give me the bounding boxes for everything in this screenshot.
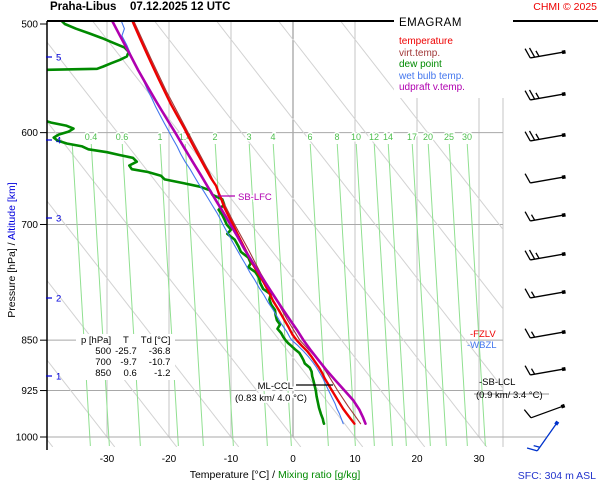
wind-barbs <box>523 47 566 452</box>
altitude-tick-label: 5 <box>56 53 61 64</box>
annotation-ml-ccl: ML-CCL <box>258 381 293 392</box>
pressure-tick-labels: 500 600 700 850 925 1000 <box>16 20 47 444</box>
legend-title: EMAGRAM <box>399 17 462 29</box>
mixing-ratio-lines <box>71 143 486 447</box>
annotation-fzlv: -FZLV <box>470 329 496 340</box>
altitude-tick-label: 4 <box>56 136 61 147</box>
sounding-curves <box>47 21 367 426</box>
table-row: 500 -25.7 -36.8 <box>95 346 171 357</box>
pressure-tick-label: 700 <box>21 220 38 231</box>
wind-barb <box>524 288 566 299</box>
y-axis-title-altitude: Altitude [km] <box>6 182 18 241</box>
mixing-ratio-label: 14 <box>383 132 393 142</box>
altitude-tick-label: 3 <box>56 214 61 225</box>
legend-items: temperature virt.temp. dew point wet bulb t… <box>399 36 509 94</box>
legend-item-temperature: temperature <box>399 36 453 47</box>
legend-item-dew-point: dew point <box>399 59 442 70</box>
surface-wind-barb <box>526 420 560 452</box>
annotations: SB-LFC ML-CCL(0.83 km/ 4.0 °C) -FZLV-WBZL -… <box>217 190 549 406</box>
wind-barb <box>524 130 566 142</box>
y-axis-title-pressure: Pressure [hPa] <box>6 248 18 318</box>
station-name: Praha-Libus <box>50 1 117 13</box>
temperature-tick-label: 30 <box>473 454 485 465</box>
mixing-ratio-label: 12 <box>369 132 379 142</box>
annotation-wbzl: -WBZL <box>467 340 497 351</box>
pressure-tick-label: 1000 <box>16 433 39 444</box>
pressure-tick-label: 600 <box>21 128 38 139</box>
mixing-ratio-label: 2 <box>212 132 217 142</box>
mixing-ratio-label: 4 <box>270 132 275 142</box>
curve-wet-bulb-temp- <box>120 21 344 425</box>
surface-elevation: SFC: 304 m ASL <box>517 470 596 482</box>
sounding-table: p [hPa] T Td [°C] 500 -25.7 -36.8 700 -9.7 -10.… <box>76 334 176 380</box>
sounding-datetime: 07.12.2025 12 UTC <box>130 1 231 13</box>
temperature-tick-label: 10 <box>349 454 361 465</box>
wind-barb <box>523 403 566 419</box>
mixing-ratio-label: 20 <box>423 132 433 142</box>
x-axis-title-temperature: Temperature [°C] <box>189 469 270 481</box>
altitude-tick-labels: 5 4 3 2 1 <box>46 53 61 383</box>
table-header: p [hPa] <box>81 335 112 346</box>
legend-item-virt-temp-: virt.temp. <box>399 47 441 59</box>
altitude-tick-label: 1 <box>56 372 61 383</box>
curve-udpraft-v-temp- <box>110 21 367 426</box>
altitude-tick-label: 2 <box>56 294 61 305</box>
wind-barb <box>524 211 566 222</box>
mixing-ratio-label: 3 <box>246 132 251 142</box>
temperature-tick-label: -10 <box>224 454 239 465</box>
temperature-tick-label: -20 <box>162 454 177 465</box>
wind-barb <box>524 365 566 376</box>
curve-dew-point <box>47 21 326 426</box>
pressure-tick-label: 850 <box>21 336 38 347</box>
wind-barb <box>524 89 566 101</box>
table-header: Td [°C] <box>140 335 171 346</box>
copyright-notice: CHMI © 2025 <box>533 1 597 13</box>
pressure-tick-label: 925 <box>21 386 38 397</box>
wind-barb <box>524 328 566 339</box>
annotation-sb-lcl-sub: (0.9 km/ 3.4 °C) <box>476 390 543 401</box>
mixing-ratio-label: 25 <box>444 132 454 142</box>
x-axis-title: Temperature [°C] / Mixing ratio [g/kg] <box>189 469 361 481</box>
annotation-ml-ccl-sub: (0.83 km/ 4.0 °C) <box>235 393 307 404</box>
legend-item-udpraft-v-temp-: udpraft v.temp. <box>399 82 465 93</box>
mixing-ratio-labels: 0.4 0.6 1 1.4 2 3 4 6 8 10 12 14 17 20 25 30 <box>83 131 473 144</box>
annotation-sb-lfc: SB-LFC <box>238 192 272 203</box>
mixing-ratio-label: 17 <box>407 132 417 142</box>
wind-barb <box>524 47 566 59</box>
y-axis-title: Pressure [hPa] / Altitude [km] <box>6 182 18 318</box>
mixing-ratio-label: 6 <box>307 132 312 142</box>
wind-barb <box>524 249 566 261</box>
temperature-tick-label: -30 <box>100 454 115 465</box>
annotation-sb-lcl: -SB-LCL <box>479 377 515 388</box>
mixing-ratio-label: 30 <box>462 132 472 142</box>
temperature-tick-label: 20 <box>411 454 423 465</box>
table-row: 850 0.6 -1.2 <box>95 368 171 379</box>
mixing-ratio-label: 0.6 <box>116 132 129 142</box>
temperature-tick-labels: -30 -20 -10 0 10 20 30 <box>100 454 485 465</box>
legend: EMAGRAM temperature virt.temp. dew point we… <box>394 14 513 98</box>
legend-item-wet-bulb-temp-: wet bulb temp. <box>399 70 465 82</box>
wind-barb <box>524 173 566 184</box>
mixing-ratio-label: 0.4 <box>85 132 98 142</box>
temperature-tick-label: 0 <box>290 454 296 465</box>
table-header: T <box>123 335 129 346</box>
mixing-ratio-label: 1 <box>157 132 162 142</box>
table-row: 700 -9.7 -10.7 <box>95 357 171 368</box>
x-axis-title-mixing-ratio: Mixing ratio [g/kg] <box>277 469 361 481</box>
mixing-ratio-label: 10 <box>351 132 361 142</box>
mixing-ratio-label: 8 <box>334 132 339 142</box>
pressure-tick-label: 500 <box>21 20 38 31</box>
